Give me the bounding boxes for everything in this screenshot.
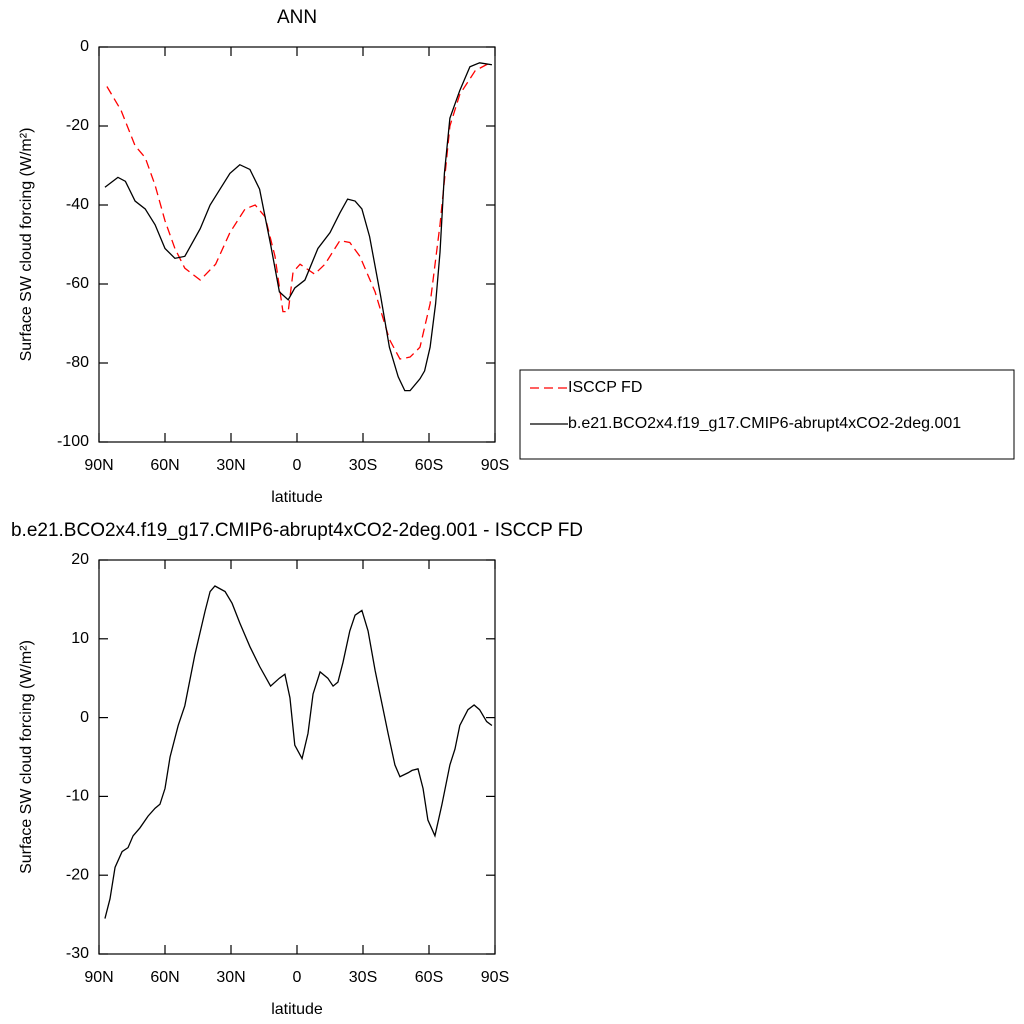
y-axis-label: Surface SW cloud forcing (W/m²): [18, 128, 35, 362]
y-tick-label: -60: [66, 275, 89, 292]
x-axis-label: latitude: [271, 1001, 323, 1018]
y-tick-label: 10: [71, 630, 89, 647]
x-tick-label: 30N: [216, 969, 245, 986]
y-tick-label: -40: [66, 196, 89, 213]
x-tick-label: 90S: [481, 457, 509, 474]
y-axis-label: Surface SW cloud forcing (W/m²): [18, 640, 35, 874]
y-tick-label: 0: [80, 38, 89, 55]
x-tick-label: 90N: [84, 969, 113, 986]
x-tick-label: 60N: [150, 457, 179, 474]
x-axis-label: latitude: [271, 489, 323, 506]
chart-title: b.e21.BCO2x4.f19_g17.CMIP6-abrupt4xCO2-2…: [11, 520, 583, 541]
y-tick-label: -20: [66, 117, 89, 134]
x-tick-label: 0: [293, 969, 302, 986]
y-tick-label: -20: [66, 866, 89, 883]
series-line: [104, 585, 493, 919]
x-tick-label: 30S: [349, 969, 377, 986]
plot-frame: [98, 559, 496, 955]
x-tick-label: 90S: [481, 969, 509, 986]
y-tick-label: -30: [66, 945, 89, 962]
x-tick-label: 0: [293, 457, 302, 474]
y-tick-label: 0: [80, 709, 89, 726]
legend-label: ISCCP FD: [568, 379, 642, 396]
x-tick-label: 30N: [216, 457, 245, 474]
x-tick-label: 90N: [84, 457, 113, 474]
x-tick-label: 60S: [415, 969, 443, 986]
x-tick-label: 30S: [349, 457, 377, 474]
y-tick-label: 20: [71, 551, 89, 568]
x-tick-label: 60S: [415, 457, 443, 474]
series-line: [104, 62, 493, 392]
chart-title: ANN: [277, 7, 317, 28]
plot-frame: [98, 46, 496, 443]
y-tick-label: -100: [57, 433, 89, 450]
legend-box: [519, 369, 1015, 460]
y-tick-label: -80: [66, 354, 89, 371]
series-line: [106, 62, 491, 360]
legend-label: b.e21.BCO2x4.f19_g17.CMIP6-abrupt4xCO2-2…: [568, 415, 961, 432]
x-tick-label: 60N: [150, 969, 179, 986]
y-tick-label: -10: [66, 788, 89, 805]
